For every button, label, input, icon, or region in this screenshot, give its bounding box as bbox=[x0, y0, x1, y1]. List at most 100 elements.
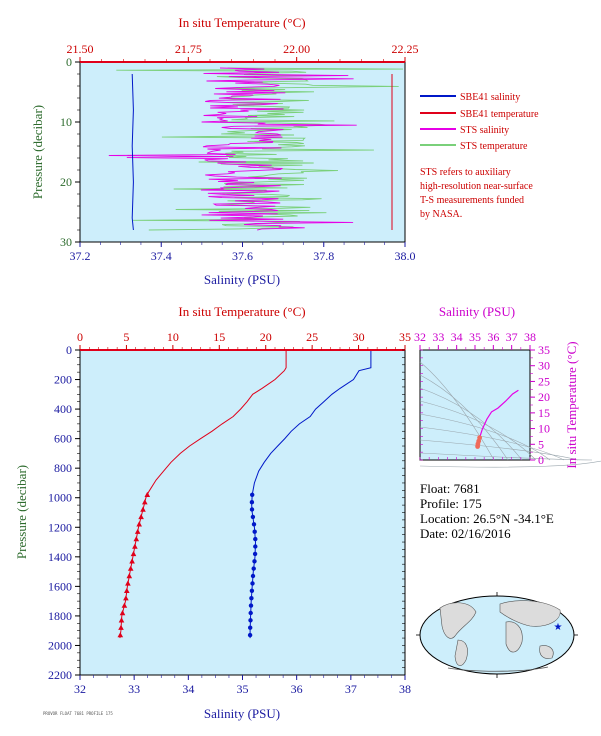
location: Location: 26.5°N -34.1°E bbox=[420, 511, 554, 526]
ts-temperature-tick-label: 25 bbox=[538, 374, 550, 388]
main-pressure-tick-label: 1200 bbox=[48, 520, 72, 534]
main-salinity-axis-label: Salinity (PSU) bbox=[204, 706, 280, 721]
top-panel: 37.2 37.4 37.6 37.8 38.0 21.50 21.75 22.00 22.25… bbox=[30, 15, 419, 287]
temperature-marker bbox=[140, 506, 146, 512]
map-land-americas-south bbox=[454, 639, 468, 666]
main-pressure-tick-label: 1800 bbox=[48, 609, 72, 623]
main-pressure-tick-label: 800 bbox=[54, 461, 72, 475]
ts-series bbox=[475, 389, 519, 449]
isopycnal-line bbox=[419, 413, 551, 461]
ts-temperature-tick-label: 5 bbox=[538, 437, 544, 451]
temperature-marker bbox=[142, 499, 148, 505]
salinity-marker bbox=[248, 603, 254, 608]
salinity-marker bbox=[251, 566, 256, 571]
salinity-marker bbox=[250, 514, 256, 520]
main-panel-ticks: 32 33 34 35 36 37 38 0 5 10 15 20 25 30 35 0 200 400 600 80… bbox=[48, 330, 411, 696]
salinity-marker bbox=[253, 536, 258, 542]
ts-salinity-tick-label: 37 bbox=[506, 330, 518, 344]
salinity-marker bbox=[248, 610, 253, 616]
temperature-marker bbox=[124, 587, 130, 593]
sts-temperature-line bbox=[116, 67, 404, 231]
salinity-marker bbox=[249, 507, 255, 512]
legend-note-line-4: by NASA. bbox=[420, 209, 462, 220]
main-pressure-axis-label: Pressure (decibar) bbox=[14, 465, 29, 559]
map-land-australia bbox=[539, 645, 554, 659]
main-salinity-tick-label: 36 bbox=[291, 682, 303, 696]
main-temperature-tick-label: 5 bbox=[123, 330, 129, 344]
map-land-antarctica bbox=[447, 666, 549, 672]
top-salinity-tick-label: 37.8 bbox=[313, 249, 334, 263]
legend-label-sts-temperature: STS temperature bbox=[460, 141, 528, 152]
main-temperature-tick-label: 15 bbox=[213, 330, 225, 344]
salinity-marker bbox=[252, 559, 257, 564]
float-location-marker: ★ bbox=[554, 622, 563, 633]
ts-plot-area bbox=[419, 349, 531, 461]
legend-note-line-1: STS refers to auxiliary bbox=[420, 167, 511, 178]
isopycnal-line bbox=[419, 439, 579, 461]
main-temperature-axis-label: In situ Temperature (°C) bbox=[178, 304, 305, 319]
ts-salinity-tick-label: 36 bbox=[487, 330, 499, 344]
ts-salinity-tick-label: 35 bbox=[469, 330, 481, 344]
float-info: Float: 7681 Profile: 175 Location: 26.5°… bbox=[420, 481, 554, 541]
temperature-marker bbox=[134, 528, 141, 534]
ts-salinity-tick-label: 38 bbox=[524, 330, 536, 344]
ts-temperature-tick-label: 10 bbox=[538, 422, 550, 436]
isopycnal-line bbox=[419, 400, 537, 461]
salinity-marker bbox=[248, 625, 253, 630]
ts-temperature-tick-label: 35 bbox=[538, 343, 550, 357]
main-pressure-tick-label: 1000 bbox=[48, 491, 72, 505]
isopycnal-line bbox=[419, 361, 495, 461]
world-map: ★ bbox=[416, 592, 578, 678]
ts-temperature-tick-label: 15 bbox=[538, 406, 550, 420]
footer-code: PROVOR FLOAT 7681 PROFILE 175 bbox=[43, 711, 113, 716]
legend-note-line-2: high-resolution near-surface bbox=[420, 181, 533, 192]
float-id: Float: 7681 bbox=[420, 481, 480, 496]
main-temperature-tick-label: 25 bbox=[306, 330, 318, 344]
main-pressure-tick-label: 1600 bbox=[48, 579, 72, 593]
top-pressure-tick-label: 30 bbox=[60, 235, 72, 249]
top-pressure-tick-label: 0 bbox=[66, 55, 72, 69]
temperature-marker bbox=[118, 617, 125, 623]
salinity-marker bbox=[248, 618, 253, 623]
top-salinity-tick-label: 38.0 bbox=[395, 249, 416, 263]
salinity-marker bbox=[250, 492, 255, 497]
main-pressure-tick-label: 2000 bbox=[48, 638, 72, 652]
top-pressure-axis-label: Pressure (decibar) bbox=[30, 105, 45, 199]
isopycnal-line bbox=[419, 452, 593, 461]
temperature-profile-line bbox=[119, 350, 287, 639]
ts-deep-marker bbox=[477, 435, 482, 441]
temperature-marker bbox=[125, 580, 131, 586]
salinity-marker bbox=[252, 551, 258, 557]
isopycnal-line bbox=[419, 460, 601, 468]
legend-label-sbe41-temperature: SBE41 temperature bbox=[460, 109, 539, 120]
top-temperature-tick-label: 21.50 bbox=[67, 42, 94, 56]
sts-salinity-line bbox=[108, 67, 357, 231]
top-pressure-tick-label: 10 bbox=[60, 115, 72, 129]
sbe41-salinity-line bbox=[131, 73, 134, 231]
isopycnal-line bbox=[419, 374, 509, 461]
main-pressure-tick-label: 1400 bbox=[48, 550, 72, 564]
ts-salinity-tick-label: 33 bbox=[432, 330, 444, 344]
salinity-marker bbox=[250, 581, 255, 586]
sbe41-series bbox=[131, 73, 393, 231]
salinity-marker bbox=[253, 544, 258, 549]
temperature-marker bbox=[133, 536, 140, 542]
main-temperature-tick-label: 20 bbox=[260, 330, 272, 344]
map-land-eurasia bbox=[499, 600, 561, 627]
salinity-marker bbox=[250, 573, 256, 579]
main-salinity-tick-label: 33 bbox=[128, 682, 140, 696]
main-salinity-tick-label: 35 bbox=[237, 682, 249, 696]
main-pressure-tick-label: 600 bbox=[54, 432, 72, 446]
temperature-marker bbox=[118, 624, 124, 630]
ts-salinity-axis-label: Salinity (PSU) bbox=[439, 304, 515, 319]
map-land-americas-north bbox=[439, 602, 477, 639]
map-land-africa bbox=[505, 621, 523, 653]
temperature-marker bbox=[136, 521, 142, 527]
main-salinity-tick-label: 32 bbox=[74, 682, 86, 696]
salinity-marker bbox=[249, 500, 255, 505]
temperature-marker bbox=[138, 513, 144, 520]
main-temperature-tick-label: 30 bbox=[353, 330, 365, 344]
